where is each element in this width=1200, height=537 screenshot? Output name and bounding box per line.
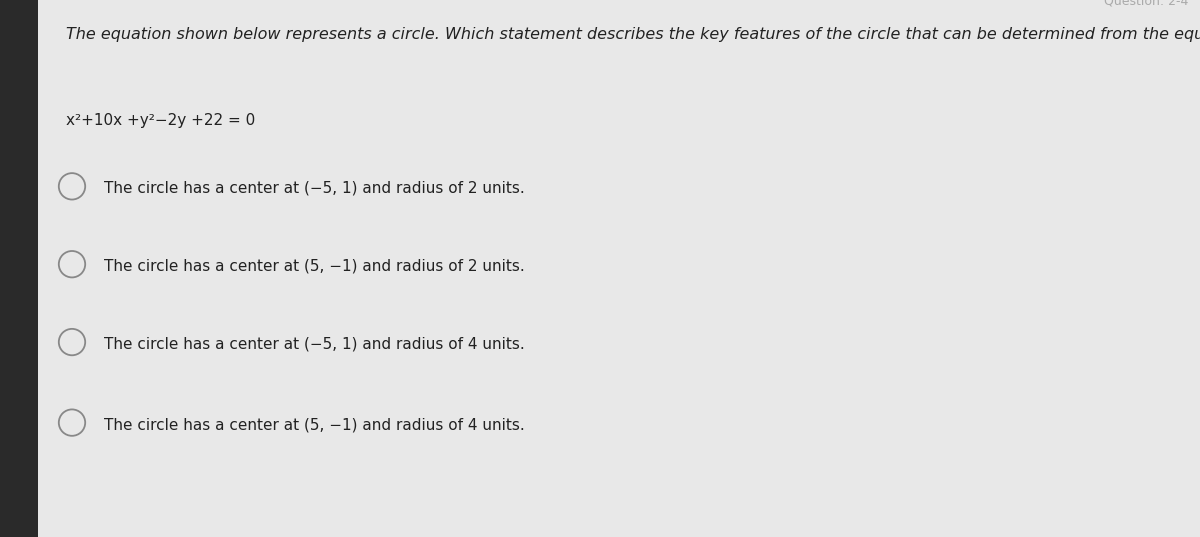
- Bar: [0, 0, 38, 537]
- Text: Question: 2-4: Question: 2-4: [1104, 0, 1188, 8]
- Text: The circle has a center at (−5, 1) and radius of 2 units.: The circle has a center at (−5, 1) and r…: [104, 181, 526, 196]
- Text: The circle has a center at (−5, 1) and radius of 4 units.: The circle has a center at (−5, 1) and r…: [104, 337, 526, 352]
- Text: The circle has a center at (5, −1) and radius of 2 units.: The circle has a center at (5, −1) and r…: [104, 259, 526, 274]
- Text: The equation shown below represents a circle. Which statement describes the key : The equation shown below represents a ci…: [66, 27, 1200, 42]
- Text: The circle has a center at (5, −1) and radius of 4 units.: The circle has a center at (5, −1) and r…: [104, 417, 526, 432]
- Text: x²+10x +y²−2y +22 = 0: x²+10x +y²−2y +22 = 0: [66, 113, 256, 128]
